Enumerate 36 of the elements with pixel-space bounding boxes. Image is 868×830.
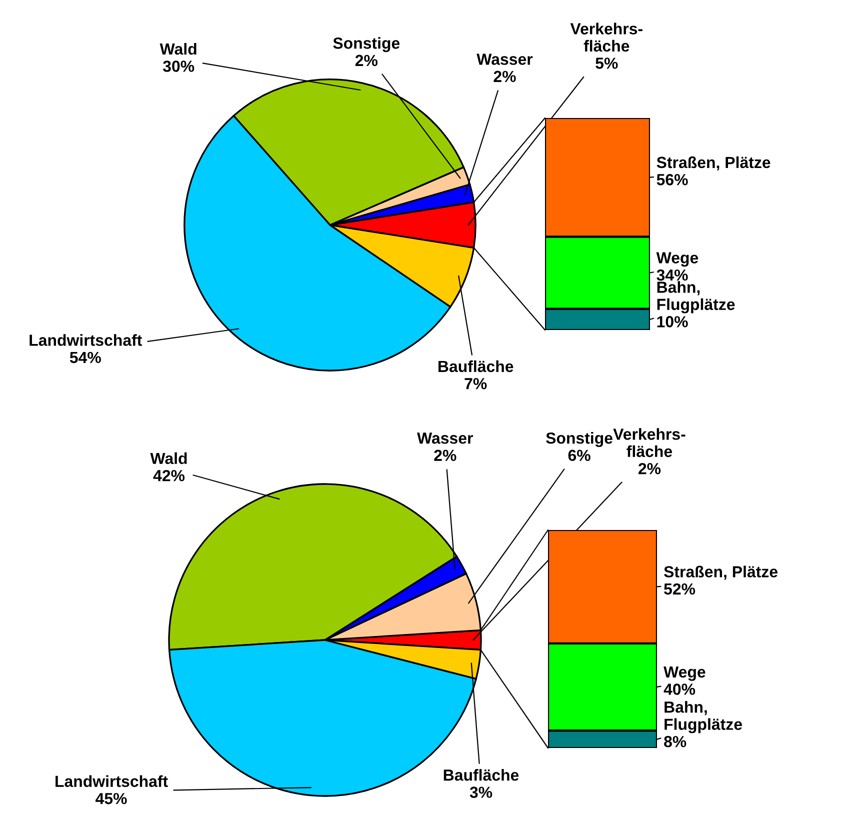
slice-label: Wald bbox=[150, 452, 187, 464]
data-label: 10% bbox=[657, 316, 688, 328]
data-label: 2% bbox=[494, 70, 516, 82]
data-label: 2% bbox=[355, 54, 378, 66]
slice-label: Verkehrs- fläche bbox=[613, 428, 686, 458]
series-label: Wege bbox=[656, 252, 698, 267]
data-label: 52% bbox=[664, 583, 696, 595]
slice-label: Sonstige bbox=[546, 432, 612, 447]
slice-label: Sonstige bbox=[333, 37, 400, 52]
slice-label: Landwirtschaft bbox=[56, 775, 168, 788]
data-label: 3% bbox=[470, 786, 492, 798]
data-label: 40% bbox=[664, 684, 696, 695]
data-label: 42% bbox=[153, 470, 185, 482]
series-label: Bahn, Flugplätze bbox=[657, 281, 735, 314]
slice-label: Wasser bbox=[476, 54, 533, 65]
data-label: 8% bbox=[664, 736, 686, 748]
data-label: 30% bbox=[162, 60, 194, 72]
slice-label: Landwirtschaft bbox=[30, 334, 142, 346]
data-label: 2% bbox=[434, 450, 456, 461]
slice-label: Baufläche bbox=[444, 769, 519, 781]
series-label: Straßen, Plätze bbox=[664, 566, 778, 580]
slice-label: Verkehrs- fläche bbox=[570, 22, 642, 52]
series-label: Bahn, Flugplätze bbox=[664, 701, 742, 734]
data-label: 34% bbox=[656, 269, 688, 281]
data-label: 7% bbox=[464, 378, 487, 390]
data-label: 2% bbox=[638, 462, 661, 474]
slice-label: Baufläche bbox=[438, 360, 514, 372]
data-label: 56% bbox=[656, 174, 688, 186]
data-label: 5% bbox=[596, 58, 618, 69]
series-label: Wege bbox=[664, 666, 706, 681]
data-label: 6% bbox=[568, 450, 590, 462]
slice-label: Wald bbox=[160, 42, 196, 55]
slice-label: Wasser bbox=[417, 432, 473, 444]
series-label: Straßen, Plätze bbox=[656, 156, 770, 170]
data-label: 54% bbox=[70, 352, 101, 364]
data-label: 45% bbox=[96, 792, 127, 804]
